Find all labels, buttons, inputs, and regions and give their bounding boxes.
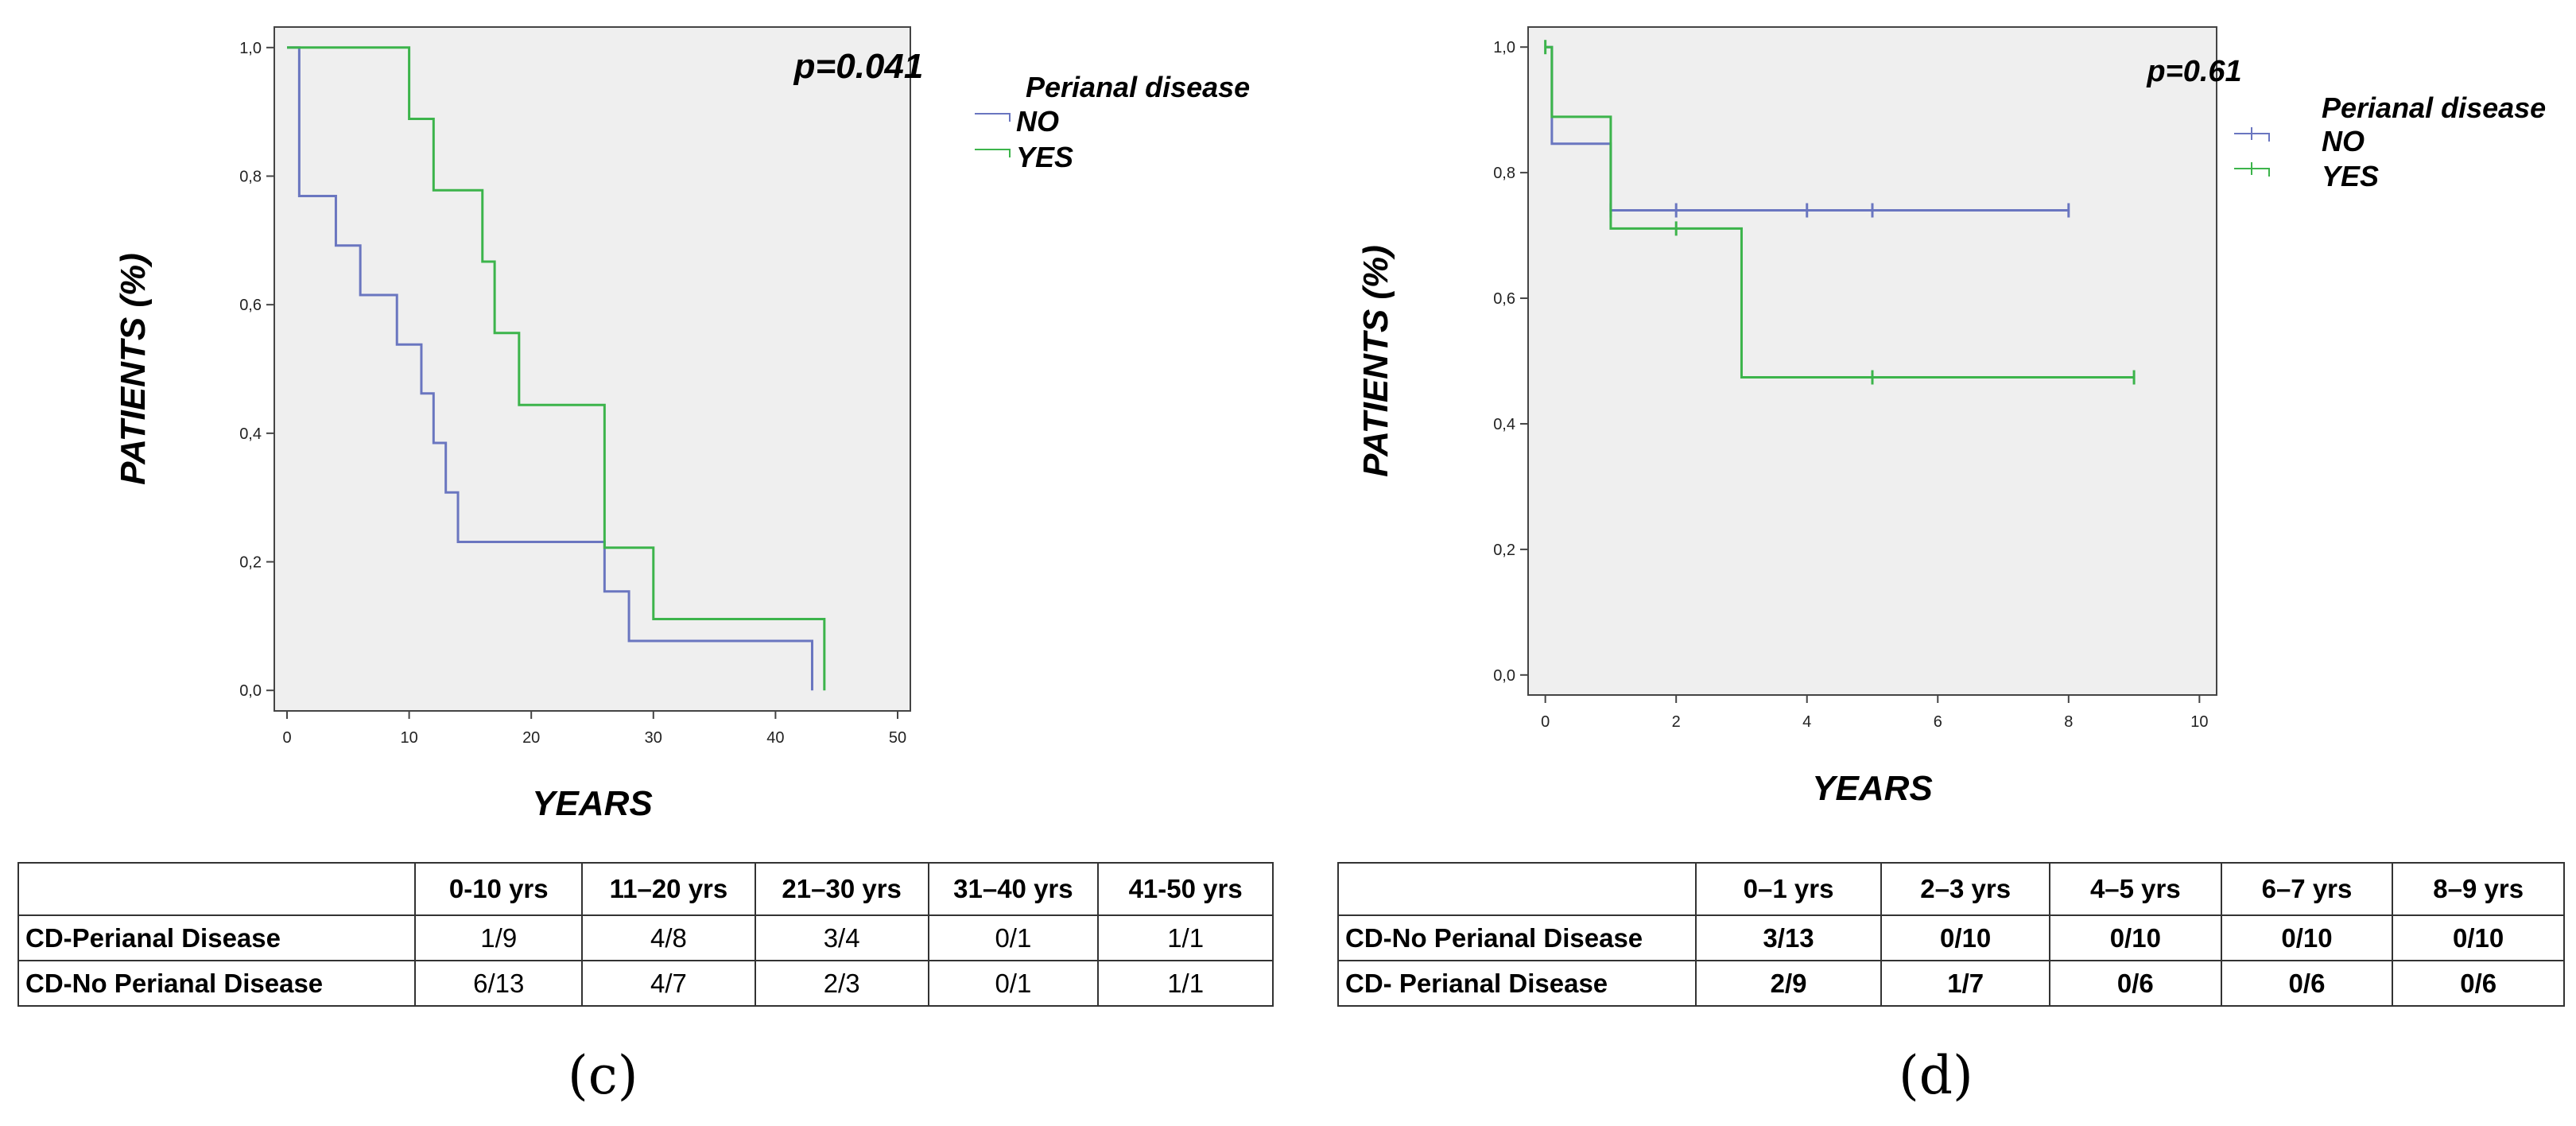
table-cell: 0/6	[2049, 960, 2222, 1007]
y-tick-label: 0,4	[239, 425, 262, 443]
risk-table-d: 0–1 yrs 2–3 yrs 4–5 yrs 6–7 yrs 8–9 yrs …	[1337, 862, 2565, 1007]
chart-d	[1520, 26, 2270, 703]
table-row: CD-No Perianal Disease 6/13 4/7 2/3 0/1 …	[17, 960, 1274, 1007]
y-tick-label: 0,2	[1493, 542, 1515, 559]
row-label: CD-Perianal Disease	[17, 914, 417, 961]
legend-marker-no	[2234, 133, 2270, 142]
table-header-cell: 6–7 yrs	[2220, 862, 2394, 916]
legend-label-no: NO	[1016, 105, 1059, 138]
table-row: CD-No Perianal Disease 3/13 0/10 0/10 0/…	[1337, 914, 2565, 961]
legend-label-yes: YES	[1016, 141, 1073, 173]
table-header-cell: 41-50 yrs	[1097, 862, 1274, 916]
table-header-cell: 0-10 yrs	[414, 862, 584, 916]
legend-label-yes: YES	[2322, 160, 2379, 192]
y-tick-label: 1,0	[239, 40, 262, 57]
legend-title: Perianal disease	[2322, 91, 2546, 124]
legend-marker-no	[975, 113, 1011, 122]
table-header-cell: 0–1 yrs	[1694, 862, 1883, 916]
table-header-cell: 21–30 yrs	[754, 862, 929, 916]
p-value-label: p=0.041	[793, 47, 924, 86]
panel-label-c: (c)	[568, 1045, 638, 1106]
plot-area	[1527, 26, 2217, 696]
x-tick-label: 40	[766, 729, 784, 747]
table-cell: 2/9	[1694, 960, 1883, 1007]
x-axis-label: YEARS	[532, 784, 653, 823]
x-tick-label: 0	[1541, 713, 1550, 731]
table-cell: 1/1	[1097, 960, 1274, 1007]
table-cell: 3/4	[754, 914, 929, 961]
table-cell: 0/10	[2392, 914, 2565, 961]
table-cell: 6/13	[414, 960, 584, 1007]
table-cell: 0/10	[1880, 914, 2050, 961]
legend-label-no: NO	[2322, 125, 2365, 157]
km-line-yes	[1545, 45, 2135, 379]
row-label: CD-No Perianal Disease	[17, 960, 417, 1007]
table-header-cell: 4–5 yrs	[2049, 862, 2222, 916]
table-cell: 1/7	[1880, 960, 2050, 1007]
table-header-cell	[17, 862, 417, 916]
table-row: CD-Perianal Disease 1/9 4/8 3/4 0/1 1/1	[17, 914, 1274, 961]
table-cell: 0/1	[927, 914, 1100, 961]
table-header-cell: 8–9 yrs	[2392, 862, 2565, 916]
table-header-cell: 31–40 yrs	[927, 862, 1100, 916]
x-tick-label: 4	[1802, 713, 1811, 731]
table-cell: 3/13	[1694, 914, 1883, 961]
table-cell: 4/8	[581, 914, 756, 961]
x-tick-label: 8	[2064, 713, 2073, 731]
x-tick-label: 10	[2190, 713, 2208, 731]
y-tick-label: 0,2	[239, 554, 262, 572]
legend-marker-yes	[975, 149, 1011, 157]
x-tick-label: 20	[522, 729, 540, 747]
table-cell: 0/1	[927, 960, 1100, 1007]
table-cell: 0/6	[2392, 960, 2565, 1007]
table-cell: 1/9	[414, 914, 584, 961]
x-tick-label: 50	[889, 729, 906, 747]
row-label: CD-No Perianal Disease	[1337, 914, 1697, 961]
y-tick-label: 1,0	[1493, 39, 1515, 56]
row-label: CD- Perianal Disease	[1337, 960, 1697, 1007]
legend-title: Perianal disease	[1026, 71, 1250, 103]
table-cell: 4/7	[581, 960, 756, 1007]
x-tick-label: 10	[400, 729, 417, 747]
x-tick-label: 30	[645, 729, 662, 747]
table-cell: 0/10	[2220, 914, 2394, 961]
y-tick-label: 0,6	[1493, 290, 1515, 308]
table-header-cell: 2–3 yrs	[1880, 862, 2050, 916]
table-header-row: 0–1 yrs 2–3 yrs 4–5 yrs 6–7 yrs 8–9 yrs	[1337, 862, 2565, 916]
y-tick-label: 0,6	[239, 297, 262, 314]
table-row: CD- Perianal Disease 2/9 1/7 0/6 0/6 0/6	[1337, 960, 2565, 1007]
p-value-label: p=0.61	[2146, 55, 2241, 88]
x-tick-label: 6	[1934, 713, 1942, 731]
y-axis-label: PATIENTS (%)	[114, 253, 153, 485]
table-header-cell	[1337, 862, 1697, 916]
y-tick-label: 0,0	[239, 682, 262, 700]
table-cell: 0/10	[2049, 914, 2222, 961]
x-axis-label: YEARS	[1812, 769, 1933, 808]
table-cell: 2/3	[754, 960, 929, 1007]
km-line-no	[287, 46, 813, 691]
table-header-cell: 11–20 yrs	[581, 862, 756, 916]
panel-label-d: (d)	[1899, 1045, 1973, 1106]
y-tick-label: 0,8	[239, 168, 262, 185]
y-tick-label: 0,8	[1493, 165, 1515, 182]
table-header-row: 0-10 yrs 11–20 yrs 21–30 yrs 31–40 yrs 4…	[17, 862, 1274, 916]
x-tick-label: 0	[282, 729, 291, 747]
x-tick-label: 2	[1672, 713, 1681, 731]
y-tick-label: 0,0	[1493, 667, 1515, 685]
legend-marker-yes	[2234, 168, 2270, 177]
y-axis-label: PATIENTS (%)	[1356, 245, 1395, 477]
chart-c	[266, 26, 1011, 719]
plot-area	[274, 26, 911, 712]
km-line-yes	[287, 46, 826, 691]
table-cell: 1/1	[1097, 914, 1274, 961]
table-cell: 0/6	[2220, 960, 2394, 1007]
y-tick-label: 0,4	[1493, 416, 1515, 433]
risk-table-c: 0-10 yrs 11–20 yrs 21–30 yrs 31–40 yrs 4…	[17, 862, 1274, 1007]
